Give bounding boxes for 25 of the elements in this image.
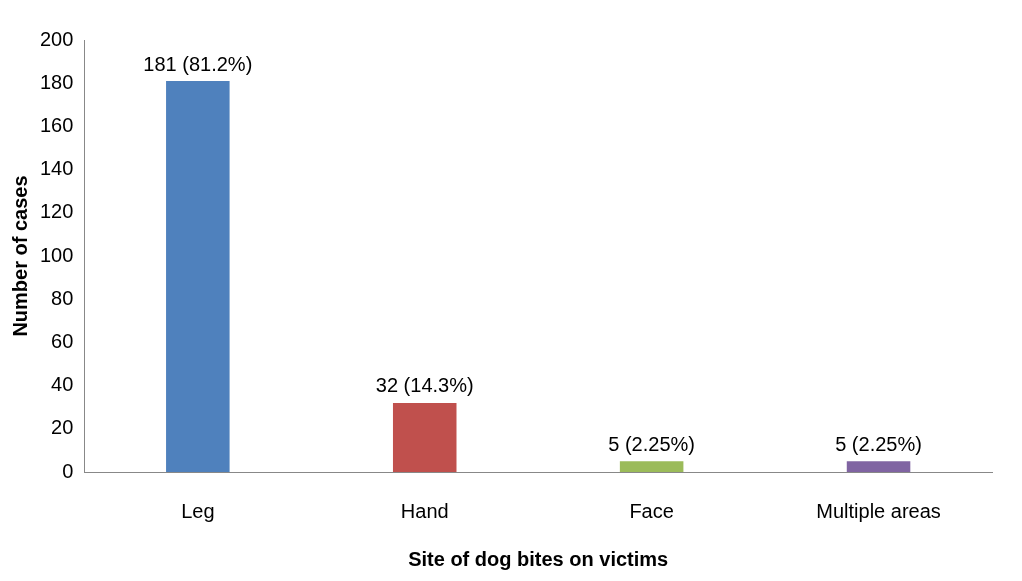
x-tick-label: Leg bbox=[181, 499, 215, 522]
data-label: 5 (2.25%) bbox=[608, 432, 695, 455]
y-tick-label: 60 bbox=[51, 329, 74, 352]
bar bbox=[166, 81, 230, 472]
x-tick-label: Multiple areas bbox=[816, 499, 941, 522]
y-tick-label: 120 bbox=[39, 200, 74, 223]
data-label: 181 (81.2%) bbox=[143, 52, 253, 75]
x-axis-title: Site of dog bites on victims bbox=[408, 547, 669, 570]
y-tick-label: 100 bbox=[39, 243, 74, 266]
x-tick-label: Face bbox=[629, 499, 674, 522]
y-tick-label: 40 bbox=[51, 373, 74, 396]
bar bbox=[392, 402, 457, 472]
y-axis-title: Number of cases bbox=[8, 175, 31, 337]
y-tick-label: 80 bbox=[51, 286, 74, 309]
bar bbox=[846, 461, 911, 472]
y-tick-label: 140 bbox=[39, 157, 74, 180]
x-tick-label: Hand bbox=[400, 499, 449, 522]
y-tick-label: 20 bbox=[51, 416, 74, 439]
data-label: 5 (2.25%) bbox=[835, 432, 922, 455]
bar bbox=[619, 461, 684, 472]
y-tick-label: 0 bbox=[62, 459, 74, 482]
data-label: 32 (14.3%) bbox=[375, 374, 474, 397]
y-tick-label: 160 bbox=[39, 113, 74, 136]
y-tick-label: 200 bbox=[39, 27, 74, 50]
y-tick-label: 180 bbox=[39, 70, 74, 93]
